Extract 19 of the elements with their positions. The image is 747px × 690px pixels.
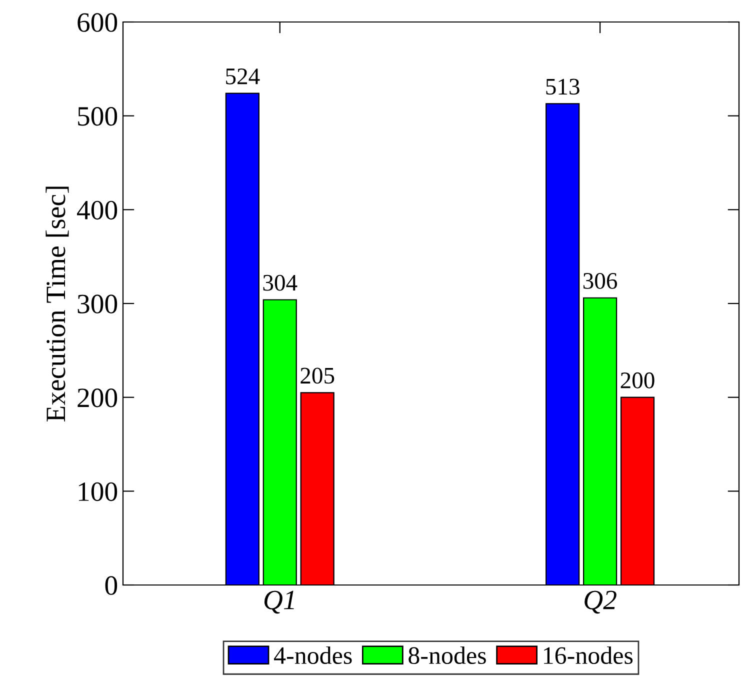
data-label: 205: [300, 368, 334, 384]
legend-label: 4-nodes: [274, 646, 352, 664]
y-tick-label: 0: [105, 576, 118, 595]
legend-label: 8-nodes: [408, 646, 486, 664]
y-tick-label: 200: [78, 388, 118, 408]
y-axis-title: Execution Time [sec]: [46, 186, 69, 422]
y-tick-label: 100: [78, 482, 118, 502]
data-label: 306: [583, 272, 618, 289]
legend-label: 16-nodes: [544, 646, 633, 664]
data-label: 524: [226, 68, 260, 84]
data-label: 513: [546, 78, 580, 95]
y-tick-label: 300: [78, 294, 118, 314]
x-tick-label: Q2: [584, 590, 616, 614]
data-label: 200: [620, 372, 654, 388]
data-label: 304: [263, 274, 298, 291]
y-tick-label: 400: [77, 200, 118, 220]
x-tick-label: Q1: [264, 590, 294, 614]
y-tick-label: 500: [78, 107, 118, 126]
y-tick-label: 600: [78, 13, 118, 32]
